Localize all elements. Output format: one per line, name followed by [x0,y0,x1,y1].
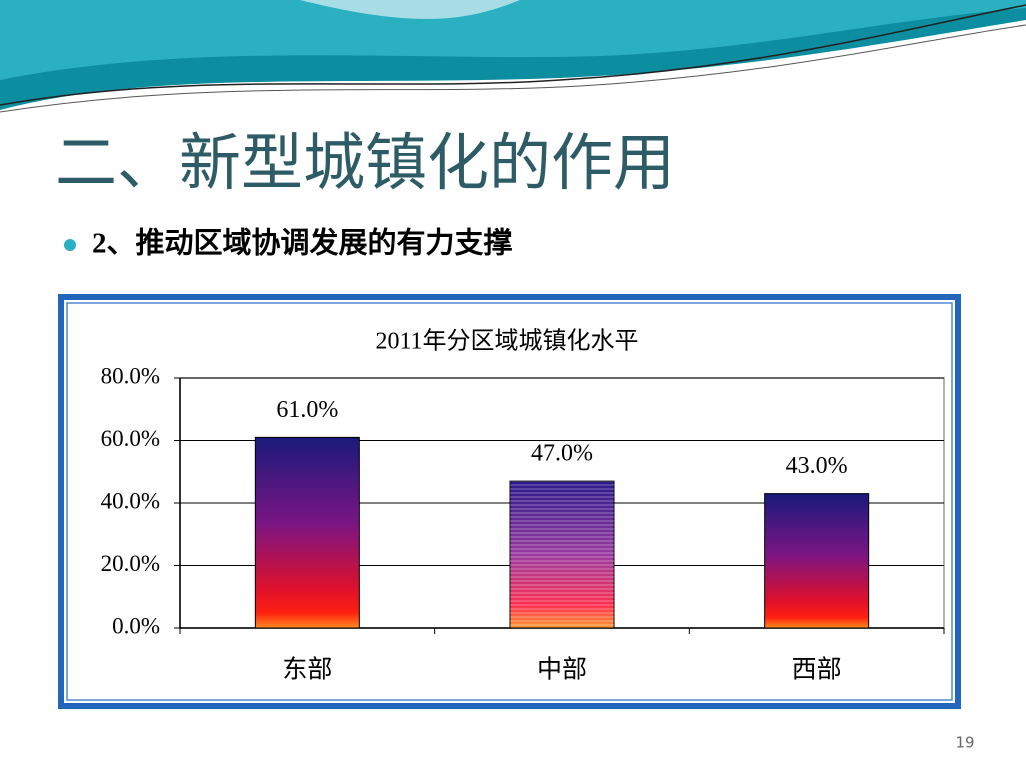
chart: 0.0% 20.0% 40.0% 60.0% 80.0% 东部 61.0% 中部 47.0% 西部… [101,363,945,684]
bar [764,493,870,629]
slide-title: 二、新型城镇化的作用 [55,126,675,199]
data-label: 61.0% [276,397,338,423]
chart-inner-frame [66,302,953,701]
x-tick-label: 中部 [537,656,587,684]
bullet-dot [64,239,76,251]
data-label: 43.0% [786,453,848,479]
header-decoration [0,0,1026,113]
bar [254,436,360,629]
bar-texture [510,481,614,628]
y-tick-label: 60.0% [101,426,160,451]
y-tick-label: 20.0% [101,551,160,576]
chart-title: 2011年分区域城镇化水平 [375,328,638,355]
bullet-text: 2、推动区域协调发展的有力支撑 [92,226,513,260]
y-tick-label: 40.0% [101,488,160,513]
y-tick-label: 0.0% [112,613,160,638]
data-label: 47.0% [531,441,593,467]
x-tick-label: 东部 [282,656,332,684]
y-tick-label: 80.0% [101,363,160,388]
x-tick-label: 西部 [792,656,842,684]
page-number: 19 [955,734,974,752]
